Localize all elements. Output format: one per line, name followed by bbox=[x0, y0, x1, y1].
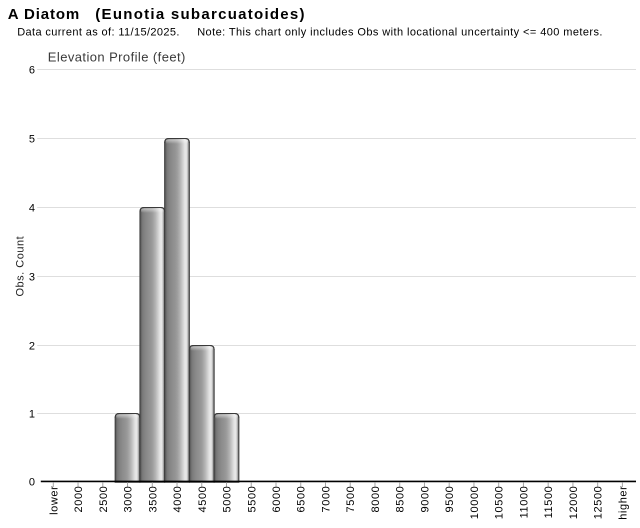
svg-text:8500: 8500 bbox=[395, 486, 407, 513]
svg-text:3500: 3500 bbox=[147, 486, 159, 513]
svg-text:Elevation Profile (feet): Elevation Profile (feet) bbox=[48, 49, 186, 64]
svg-text:4: 4 bbox=[29, 202, 35, 214]
svg-text:2500: 2500 bbox=[98, 486, 110, 513]
svg-text:1: 1 bbox=[29, 408, 35, 420]
svg-text:5: 5 bbox=[29, 133, 35, 145]
svg-text:4000: 4000 bbox=[172, 486, 184, 513]
svg-text:A Diatom: A Diatom bbox=[8, 6, 80, 23]
svg-text:8000: 8000 bbox=[370, 486, 382, 513]
svg-text:3: 3 bbox=[29, 271, 35, 283]
svg-text:9500: 9500 bbox=[444, 486, 456, 513]
svg-text:12000: 12000 bbox=[568, 486, 580, 520]
svg-text:Data current as of: 11/15/2025: Data current as of: 11/15/2025. bbox=[17, 26, 180, 38]
svg-text:10500: 10500 bbox=[494, 486, 506, 520]
svg-text:3000: 3000 bbox=[123, 486, 135, 513]
svg-text:(Eunotia subarcuatoides): (Eunotia subarcuatoides) bbox=[95, 6, 306, 23]
svg-text:7500: 7500 bbox=[345, 486, 357, 513]
svg-text:11500: 11500 bbox=[543, 486, 555, 519]
svg-text:6: 6 bbox=[29, 64, 35, 76]
svg-text:6500: 6500 bbox=[296, 486, 308, 513]
svg-text:10000: 10000 bbox=[469, 486, 481, 520]
svg-text:5500: 5500 bbox=[246, 486, 258, 513]
svg-text:Obs. Count: Obs. Count bbox=[15, 236, 27, 297]
svg-text:higher: higher bbox=[617, 486, 629, 520]
svg-text:7000: 7000 bbox=[320, 486, 332, 513]
svg-text:9000: 9000 bbox=[419, 486, 431, 513]
svg-text:12500: 12500 bbox=[593, 486, 605, 520]
svg-text:Note: This chart only includes: Note: This chart only includes Obs with … bbox=[197, 26, 603, 38]
svg-text:2: 2 bbox=[29, 340, 35, 352]
svg-text:2000: 2000 bbox=[73, 486, 85, 513]
svg-text:6000: 6000 bbox=[271, 486, 283, 513]
svg-text:5000: 5000 bbox=[222, 486, 234, 513]
svg-text:4500: 4500 bbox=[197, 486, 209, 513]
svg-text:lower: lower bbox=[48, 486, 60, 515]
svg-text:0: 0 bbox=[29, 476, 35, 488]
svg-text:11000: 11000 bbox=[518, 486, 530, 519]
